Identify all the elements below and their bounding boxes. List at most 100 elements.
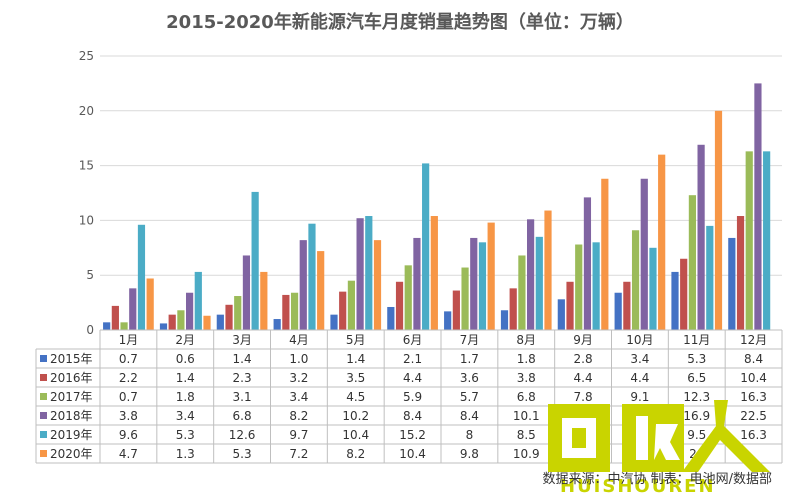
data-label: 15.2 [399,428,426,442]
bar [680,258,688,330]
bar [168,314,176,330]
x-tick-label: 9月 [573,333,593,347]
data-label: 9.5 [687,428,706,442]
legend-label: 2015年 [50,352,93,366]
bar [330,314,338,330]
bar [461,267,469,330]
bar [583,197,592,330]
bar [282,294,290,330]
legend-swatch [40,431,47,438]
bar [317,251,325,330]
data-label: 0.7 [119,390,138,404]
data-label: 1.4 [346,352,365,366]
logo-block-2 [622,404,684,472]
bar [592,242,600,330]
y-axis: 0 5 10 15 20 25 [79,49,94,337]
legend-label: 2017年 [50,390,93,404]
bar [413,237,421,330]
bar [557,299,565,330]
bar [129,288,137,330]
x-tick-label: 3月 [232,333,252,347]
x-tick-label: 5月 [346,333,366,347]
bar [430,216,438,330]
data-table: 1月 2月 3月 4月 5月 6月 7月 8月 9月 10月 11月 12月 2015年 0.7 0.6 1.… [35,329,783,464]
data-label: 4.4 [630,371,649,385]
data-label: 8.2 [289,409,308,423]
logo-figure [682,400,770,472]
data-label: 10.9 [513,447,540,461]
data-label: 4.7 [119,447,138,461]
data-label: 9.1 [630,390,649,404]
x-tick-label: 11月 [683,333,710,347]
bar [631,230,640,330]
bar [290,292,299,330]
bar [736,216,745,330]
data-label: 1.7 [460,352,479,366]
bar [527,219,535,330]
data-label: 1.4 [233,352,252,366]
bar [260,271,268,330]
bar [216,314,224,330]
data-label: 16.3 [740,390,767,404]
bar [444,311,452,330]
data-label: 6.8 [233,409,252,423]
data-label: 6.5 [687,371,706,385]
bar [186,292,194,330]
data-label: 2.3 [233,371,252,385]
bars [103,83,771,331]
data-label: 16.3 [740,428,767,442]
bar [146,278,154,330]
data-label: 1.8 [176,390,195,404]
bar [658,154,666,330]
bar [728,237,736,330]
x-tick-label: 2月 [175,333,195,347]
bar [763,151,771,330]
legend-label: 2016年 [50,371,93,385]
bar [706,225,714,330]
y-tick-label: 20 [79,104,94,118]
data-label: 3.8 [517,371,536,385]
bar [688,195,696,330]
legend-label: 2020年 [50,447,93,461]
bar [470,237,478,330]
data-label: 16.9 [683,409,710,423]
data-label: 10.2 [342,409,369,423]
data-label: 3.4 [630,352,649,366]
bar [234,296,242,330]
data-label: 4.5 [346,390,365,404]
x-tick-label: 6月 [403,333,423,347]
data-label: 10.1 [513,409,540,423]
data-label: 3.4 [176,409,195,423]
data-label: 4.4 [403,371,422,385]
bar [203,315,211,330]
bar [452,290,460,330]
bar [103,322,111,330]
data-label: 5.3 [687,352,706,366]
logo-block-1-core [572,428,586,448]
data-label: 5.3 [233,447,252,461]
bar [177,310,185,330]
data-label: 5.7 [460,390,479,404]
bar [273,319,281,330]
data-label: 9.7 [289,428,308,442]
bar [649,247,657,330]
bar [395,281,404,330]
data-label: 22.5 [740,409,767,423]
data-label: 1.3 [176,447,195,461]
bar [671,271,679,330]
legend-swatch [40,393,47,400]
bar [308,223,316,330]
data-label: 5.9 [403,390,422,404]
bar [601,178,609,330]
legend-swatch [40,450,47,457]
bar [535,236,543,330]
data-label: 8.5 [517,428,536,442]
bar [251,191,259,330]
bar [194,271,202,330]
data-label: 2.2 [119,371,138,385]
gridlines [100,55,782,331]
data-label: 2.1 [403,352,422,366]
data-label: 3.1 [233,390,252,404]
data-label: 7.8 [574,390,593,404]
x-tick-label: 4月 [289,333,309,347]
